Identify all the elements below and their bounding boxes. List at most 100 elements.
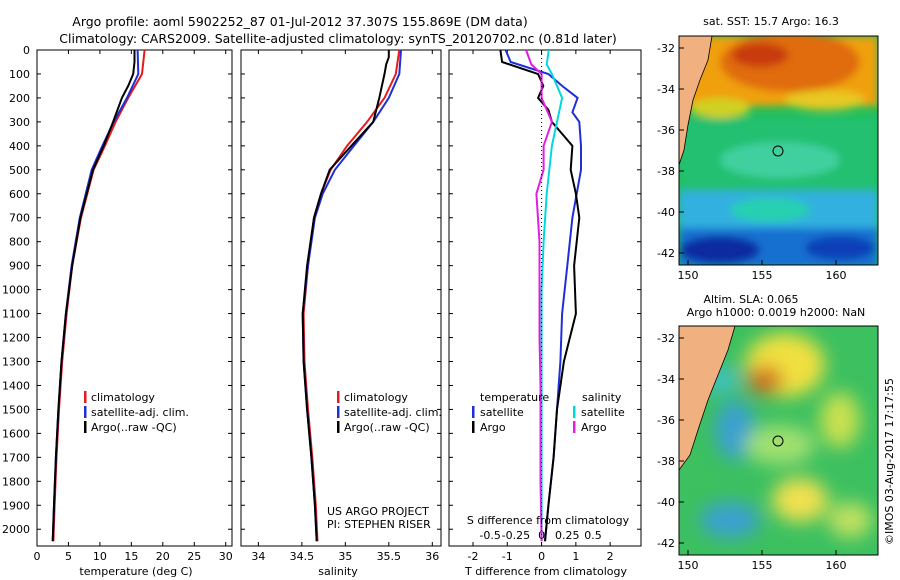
figure-title-line1: Argo profile: aoml 5902252_87 01-Jul-201…	[72, 14, 527, 29]
legend-s-argo-label: Argo	[581, 421, 607, 434]
depth-tick-label: 700	[9, 212, 30, 225]
sla-map-frame	[678, 325, 879, 556]
lon-tick-label: 155	[752, 559, 773, 572]
legend-s-satellite-label: satellite	[581, 406, 625, 419]
depth-tick-label: 1800	[2, 475, 30, 488]
legend-argo-label: Argo(..raw -QC)	[91, 421, 177, 434]
lat-tick-label: -42	[657, 537, 675, 550]
depth-tick-label: 2000	[2, 523, 30, 536]
series-line-argo-raw-qc	[301, 50, 390, 542]
x-tick-label: 15	[124, 550, 138, 563]
series-line-climatology	[302, 49, 401, 542]
salinity-legend: climatology satellite-adj. clim. Argo(..…	[337, 391, 442, 434]
depth-tick-label: 100	[9, 68, 30, 81]
legend-t-argo-swatch	[472, 421, 475, 433]
series-line-satellite-adj-clim	[51, 49, 140, 542]
x-axes: 0 5 10 15 20 25 30 34 34.5 35 35.5 36 -2 -1 0 1 2 -0.5 -0.…	[34, 50, 614, 563]
depth-axis: 0 100 200 300 400 500 600 700 800 900 1000 1100 1200…	[2, 44, 641, 536]
legend-argo-swatch	[337, 421, 340, 433]
x-tick-label: 2	[607, 550, 614, 563]
depth-tick-label: 0	[23, 44, 30, 57]
lon-tick-label: 150	[678, 559, 699, 572]
lat-tick-label: -36	[657, 414, 675, 427]
lon-tick-label: 155	[752, 269, 773, 282]
depth-tick-label: 400	[9, 140, 30, 153]
x-tick-label: -1	[502, 550, 513, 563]
depth-tick-label: 1100	[2, 308, 30, 321]
x-tick-label: 10	[93, 550, 107, 563]
depth-tick-label: 200	[9, 92, 30, 105]
sst-map-title: sat. SST: 15.7 Argo: 16.3	[703, 15, 839, 28]
lat-tick-label: -40	[657, 496, 675, 509]
depth-tick-label: 500	[9, 164, 30, 177]
temperature-plot-frame	[36, 49, 233, 547]
lat-tick-label: -34	[657, 373, 675, 386]
x-tick-label: 20	[156, 550, 170, 563]
x-tick-label: 35.5	[377, 550, 402, 563]
x-tick-label: 34	[251, 550, 265, 563]
sla-map-subtitle: Argo h1000: 0.0019 h2000: NaN	[687, 306, 866, 319]
depth-tick-label: 900	[9, 260, 30, 273]
x-tick-label: 34.5	[290, 550, 315, 563]
legend-climatology-label: climatology	[91, 391, 155, 404]
x-tick-label: 30	[219, 550, 233, 563]
legend-argo-swatch	[84, 421, 87, 433]
x-tick-label: 5	[65, 550, 72, 563]
legend-satellite-swatch	[337, 406, 340, 418]
s-diff-tick-label: -0.25	[502, 529, 530, 542]
lon-tick-label: 160	[826, 559, 847, 572]
pi-credit: PI: STEPHEN RISER	[327, 518, 431, 531]
legend-s-satellite-swatch	[573, 406, 576, 418]
legend-satellite-label: satellite-adj. clim.	[344, 406, 442, 419]
s-diff-tick-label: 0.25	[555, 529, 580, 542]
depth-tick-label: 1000	[2, 284, 30, 297]
temperature-axis-label: temperature (deg C)	[79, 565, 192, 578]
profile-series	[51, 49, 582, 542]
legend-satellite-label: satellite-adj. clim.	[91, 406, 189, 419]
x-tick-label: 1	[572, 550, 579, 563]
depth-tick-label: 1400	[2, 379, 30, 392]
legend-climatology-swatch	[84, 391, 87, 403]
legend-satellite-swatch	[84, 406, 87, 418]
series-line-argo-raw-qc	[51, 50, 136, 542]
temperature-legend: climatology satellite-adj. clim. Argo(..…	[84, 391, 189, 434]
x-tick-label: 0	[34, 550, 41, 563]
legend-t-satellite-swatch	[472, 406, 475, 418]
legend-temperature-heading: temperature	[480, 391, 549, 404]
x-tick-label: 25	[187, 550, 201, 563]
lon-tick-label: 150	[678, 269, 699, 282]
depth-tick-label: 300	[9, 116, 30, 129]
s-difference-axis-label: S difference from climatology	[467, 514, 630, 527]
sst-map	[679, 36, 878, 265]
lat-tick-label: -40	[657, 206, 675, 219]
x-tick-label: -2	[468, 550, 479, 563]
legend-t-argo-label: Argo	[480, 421, 506, 434]
sst-map-frame	[678, 35, 879, 266]
depth-tick-label: 600	[9, 188, 30, 201]
legend-s-argo-swatch	[573, 421, 576, 433]
lat-tick-label: -38	[657, 165, 675, 178]
x-tick-label: 0	[538, 550, 545, 563]
sla-map-title: Altim. SLA: 0.065	[703, 293, 798, 306]
salinity-axis-label: salinity	[318, 565, 358, 578]
lat-tick-label: -32	[657, 332, 675, 345]
depth-tick-label: 800	[9, 236, 30, 249]
series-line-argo-salinity	[525, 49, 553, 542]
difference-plot-frame	[448, 49, 642, 547]
legend-argo-label: Argo(..raw -QC)	[344, 421, 430, 434]
series-line-satellite-adj-clim	[301, 49, 402, 542]
s-diff-tick-label: -0.5	[479, 529, 500, 542]
depth-tick-label: 1500	[2, 403, 30, 416]
lat-tick-label: -38	[657, 455, 675, 468]
depth-tick-label: 1700	[2, 451, 30, 464]
s-diff-tick-label: 0.5	[584, 529, 602, 542]
legend-salinity-heading: salinity	[582, 391, 622, 404]
figure-title-line2: Climatology: CARS2009. Satellite-adjuste…	[59, 31, 616, 46]
lat-tick-label: -32	[657, 42, 675, 55]
x-tick-label: 36	[425, 550, 439, 563]
legend-climatology-swatch	[337, 391, 340, 403]
lat-tick-label: -42	[657, 247, 675, 260]
depth-tick-label: 1900	[2, 499, 30, 512]
